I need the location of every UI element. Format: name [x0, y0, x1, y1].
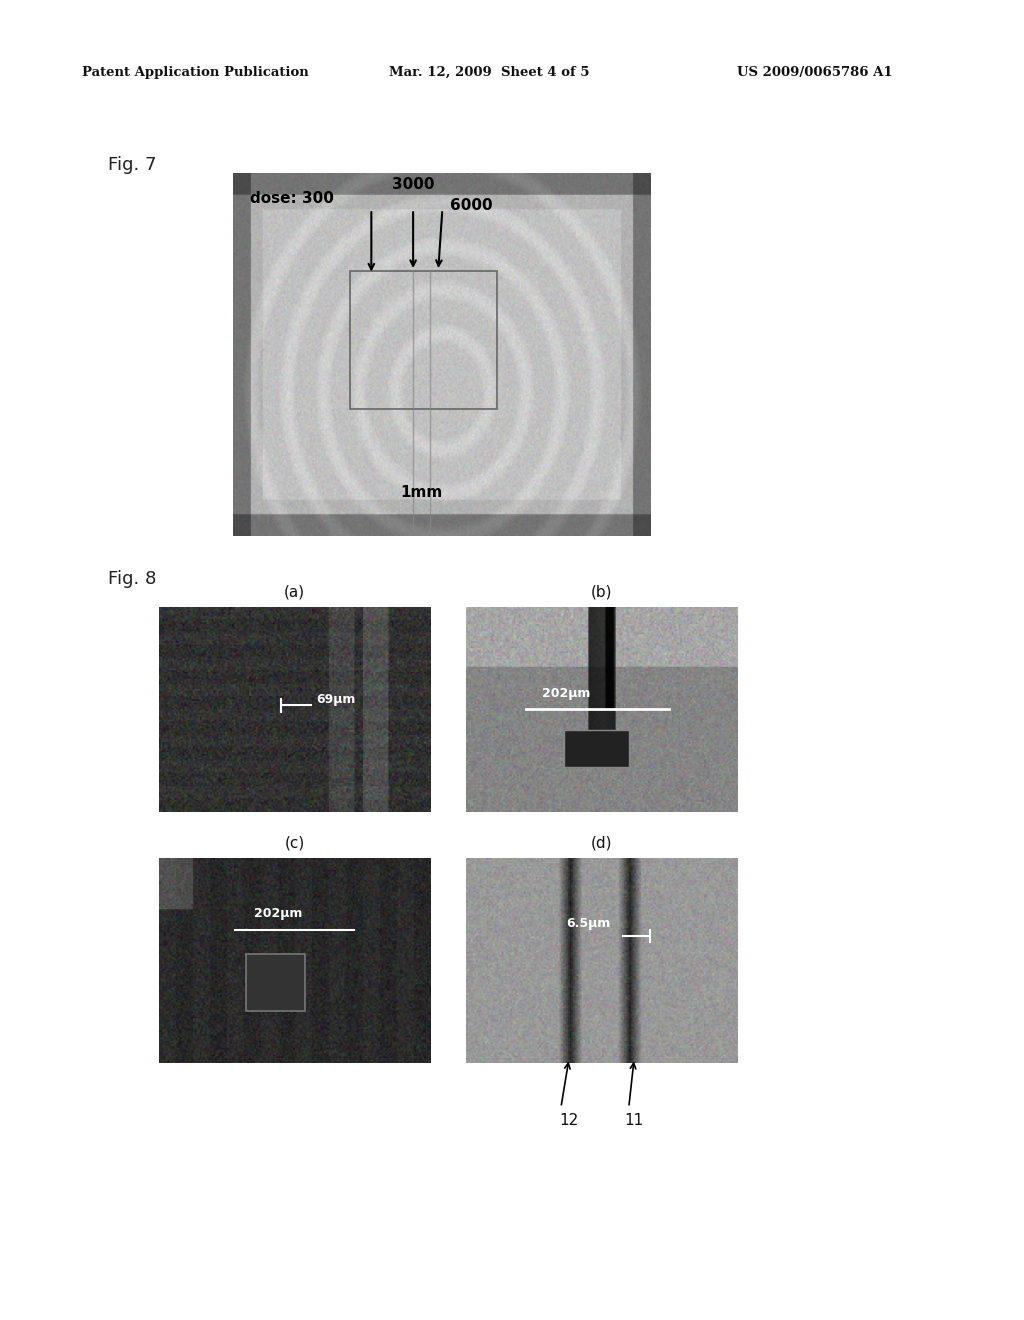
- Text: 12: 12: [559, 1113, 579, 1127]
- Text: 202μm: 202μm: [254, 907, 302, 920]
- Text: 69μm: 69μm: [316, 693, 355, 706]
- Text: (d): (d): [591, 836, 612, 850]
- Text: Fig. 8: Fig. 8: [108, 570, 156, 589]
- Text: 3000: 3000: [392, 177, 434, 191]
- Text: Patent Application Publication: Patent Application Publication: [82, 66, 308, 79]
- Text: 6.5μm: 6.5μm: [566, 917, 610, 931]
- Bar: [246, 954, 305, 1011]
- Bar: [350, 271, 497, 409]
- Text: dose: 300: dose: 300: [250, 191, 334, 206]
- Text: (b): (b): [591, 585, 612, 599]
- Text: 11: 11: [625, 1113, 644, 1127]
- Text: 6000: 6000: [451, 198, 493, 214]
- Text: (c): (c): [285, 836, 304, 850]
- Text: 1mm: 1mm: [400, 484, 442, 500]
- Text: Mar. 12, 2009  Sheet 4 of 5: Mar. 12, 2009 Sheet 4 of 5: [389, 66, 590, 79]
- Text: US 2009/0065786 A1: US 2009/0065786 A1: [737, 66, 893, 79]
- Text: 202μm: 202μm: [542, 686, 590, 700]
- Bar: [563, 730, 629, 767]
- Text: Fig. 7: Fig. 7: [108, 156, 156, 174]
- Text: (a): (a): [284, 585, 305, 599]
